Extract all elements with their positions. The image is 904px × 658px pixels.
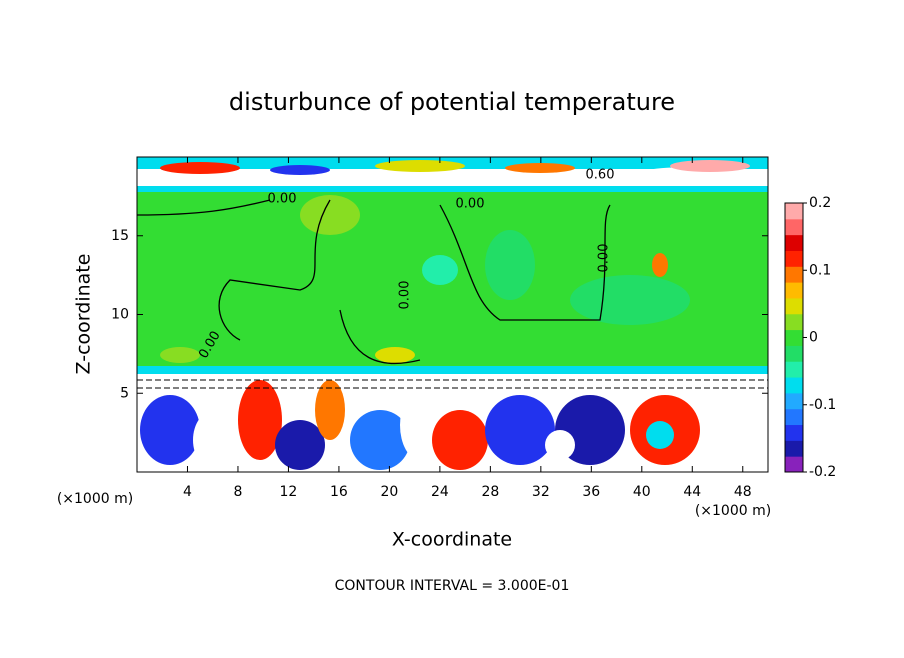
- contour-label: 0.00: [456, 197, 485, 212]
- y-axis-label: Z-coordinate: [73, 254, 95, 375]
- x-tick-label: 32: [532, 484, 550, 500]
- x-tick-label: 24: [431, 484, 449, 500]
- colorbar-segment: [785, 456, 803, 473]
- chart-title: disturbunce of potential temperature: [229, 88, 675, 116]
- x-tick-label: 44: [683, 484, 701, 500]
- colorbar-tick-label: -0.1: [809, 397, 836, 413]
- x-unit-label: (×1000 m): [57, 491, 133, 507]
- footer-note: CONTOUR INTERVAL = 3.000E-01: [335, 578, 570, 594]
- colorbar-segment: [785, 203, 803, 220]
- contour-label: 0.00: [268, 192, 297, 207]
- x-axis-label: X-coordinate: [392, 529, 512, 551]
- x-tick-label: 40: [633, 484, 651, 500]
- x-tick-label: 12: [280, 484, 298, 500]
- x-tick-label: 20: [380, 484, 398, 500]
- colorbar-segment: [785, 361, 803, 378]
- colorbar-tick-label: 0.2: [809, 195, 831, 211]
- colorbar-segment: [785, 408, 803, 426]
- contour-field: [137, 157, 768, 472]
- colorbar-segment: [785, 250, 803, 267]
- y-tick-label: 15: [111, 228, 129, 244]
- colorbar-tick-label: 0.1: [809, 262, 831, 278]
- x-tick-label: 36: [582, 484, 600, 500]
- colorbar-segment: [785, 424, 803, 441]
- x-tick-label: 28: [481, 484, 499, 500]
- contour-label: 0.60: [586, 168, 615, 183]
- x-unit-label: (×1000 m): [695, 503, 771, 519]
- colorbar-segment: [785, 297, 803, 315]
- colorbar-segment: [785, 345, 803, 362]
- x-tick-label: 48: [734, 484, 752, 500]
- colorbar-tick-label: 0: [809, 330, 818, 346]
- contour-label: 0.00: [597, 244, 612, 273]
- x-tick-label: 16: [330, 484, 348, 500]
- colorbar-segment: [785, 218, 803, 236]
- colorbar-segment: [785, 440, 803, 457]
- colorbar-segment: [785, 329, 803, 346]
- x-tick-label: 8: [233, 484, 242, 500]
- colorbar-segment: [785, 266, 803, 283]
- colorbar-segment: [785, 234, 803, 251]
- colorbar-segment: [785, 313, 803, 331]
- contour-label: 0.00: [398, 281, 413, 310]
- colorbar-segment: [785, 282, 803, 299]
- y-tick-label: 5: [120, 385, 129, 401]
- colorbar-tick-label: -0.2: [809, 464, 836, 480]
- colorbar-segment: [785, 392, 803, 410]
- colorbar-segment: [785, 377, 803, 394]
- y-tick-label: 10: [111, 307, 129, 323]
- x-tick-label: 4: [183, 484, 192, 500]
